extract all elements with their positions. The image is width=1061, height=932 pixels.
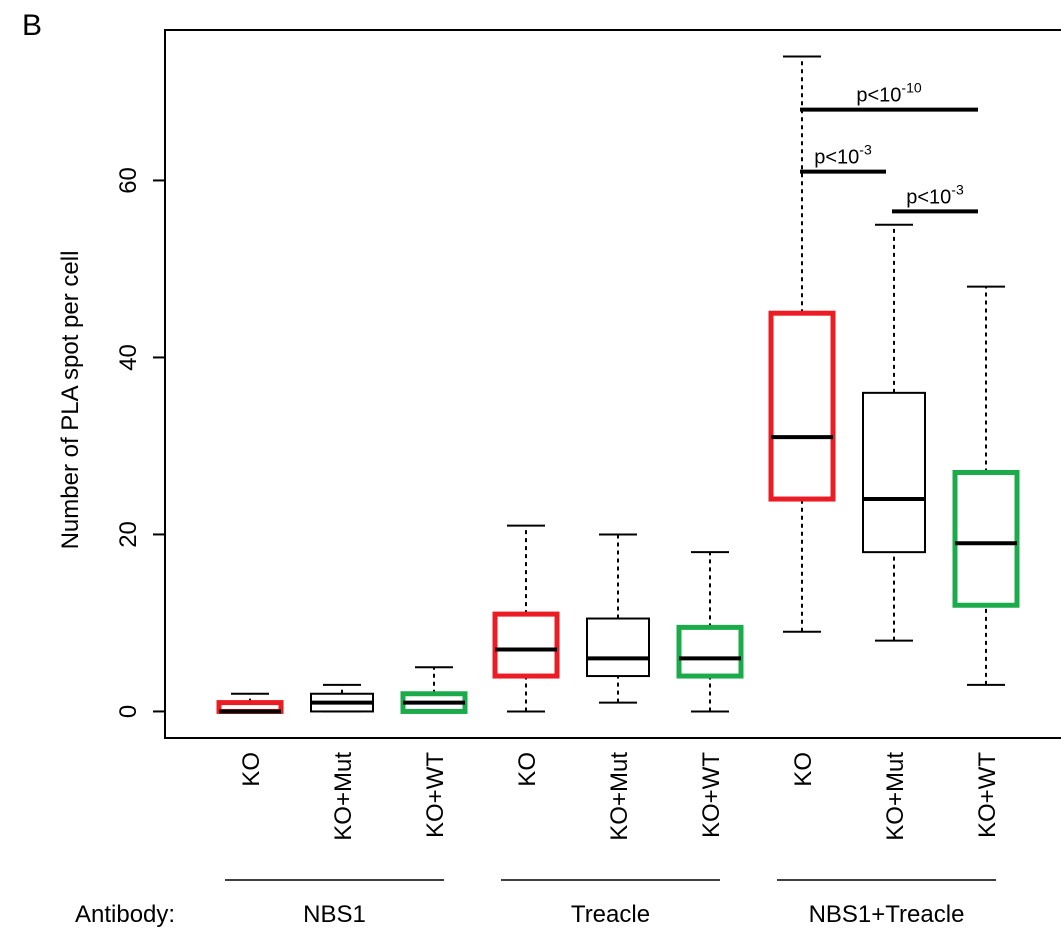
box: [586, 617, 650, 678]
x-tick-label: KO+Mut: [330, 752, 357, 841]
y-tick-label: 40: [115, 344, 142, 371]
group-label: NBS1: [303, 901, 366, 928]
significance-label: p<10-3: [814, 142, 872, 169]
y-tick-label: 0: [115, 705, 142, 718]
significance-label: p<10-10: [856, 80, 922, 107]
y-axis-label: Number of PLA spot per cell: [57, 251, 84, 550]
box: [952, 470, 1020, 608]
x-tick-label: KO+WT: [698, 752, 725, 838]
y-tick-label: 20: [115, 521, 142, 548]
x-tick-label: KO+WT: [422, 752, 449, 838]
x-tick-label: KO: [790, 752, 817, 787]
plot-frame: [164, 29, 1061, 739]
p-exponent: -10: [901, 80, 921, 96]
p-exponent: -3: [859, 142, 872, 158]
panel-label: B: [22, 9, 42, 42]
p-text: p<10: [814, 147, 859, 169]
group-label: Treacle: [571, 901, 650, 928]
box: [676, 624, 744, 679]
box: [862, 391, 926, 554]
p-exponent: -3: [951, 181, 964, 197]
p-text: p<10: [856, 85, 901, 107]
x-tick-label: KO+Mut: [606, 752, 633, 841]
x-tick-label: KO: [238, 752, 265, 787]
significance-label: p<10-3: [906, 181, 964, 208]
x-tick-label: KO: [514, 752, 541, 787]
p-text: p<10: [906, 186, 951, 208]
x-tick-label: KO+Mut: [882, 752, 909, 841]
group-label: NBS1+Treacle: [809, 901, 965, 928]
group-axis-label: Antibody:: [75, 901, 175, 928]
box: [768, 310, 836, 502]
box: [492, 611, 560, 679]
y-tick-label: 60: [115, 167, 142, 194]
x-tick-label: KO+WT: [974, 752, 1001, 838]
